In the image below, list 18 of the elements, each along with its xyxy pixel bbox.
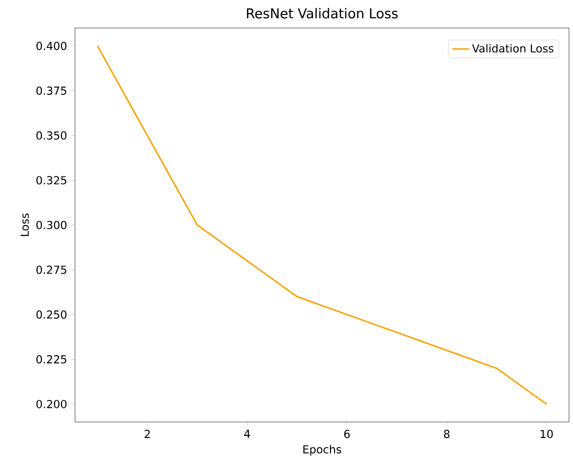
y-tick-label: 0.325	[36, 176, 66, 184]
y-axis-title: Loss	[20, 213, 29, 236]
x-tick-label: 4	[244, 430, 250, 438]
legend-label: Validation Loss	[472, 44, 554, 53]
y-tick-label: 0.350	[36, 131, 66, 140]
x-tick-label: 2	[144, 430, 150, 438]
y-tick-label: 0.375	[36, 86, 66, 95]
y-tick-label: 0.400	[36, 42, 66, 50]
y-tick-label: 0.250	[36, 310, 66, 319]
y-tick-label: 0.200	[36, 400, 66, 408]
y-tick-label: 0.225	[36, 355, 66, 364]
x-tick-label: 8	[444, 430, 450, 438]
x-tick-label: 6	[344, 430, 350, 438]
x-tick-label: 10	[540, 430, 553, 438]
x-axis-title: Epochs	[303, 444, 342, 456]
chart-title: ResNet Validation Loss	[246, 8, 398, 18]
y-tick-label: 0.275	[36, 266, 66, 274]
y-tick-label: 0.300	[36, 220, 66, 230]
